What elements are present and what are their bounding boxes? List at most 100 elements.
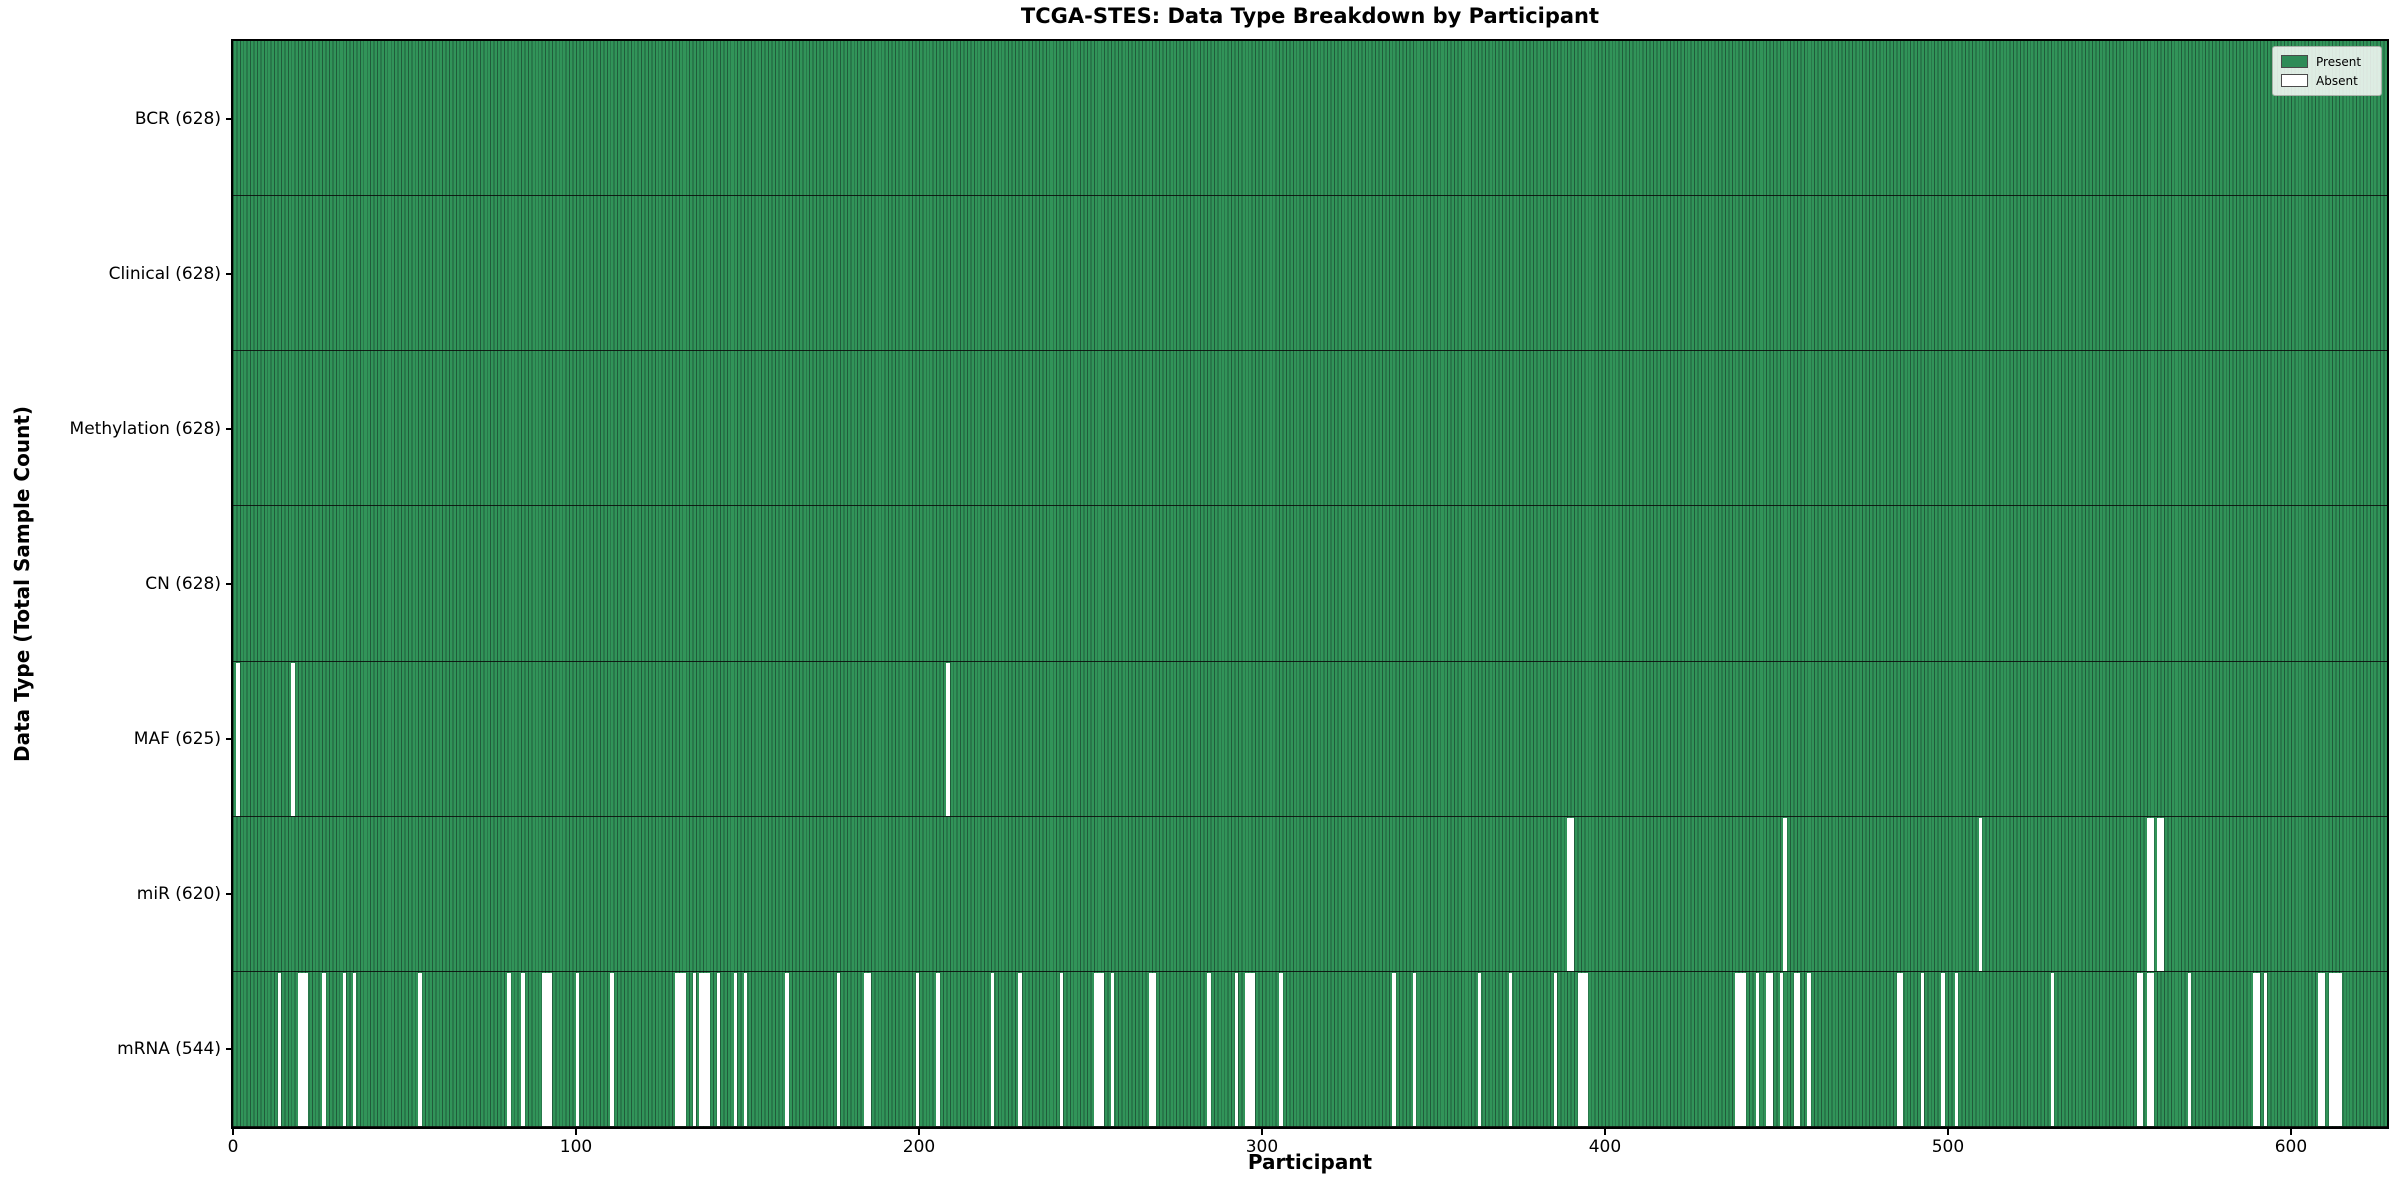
x-tick-label-0: 0 [227,1137,239,1157]
absent-swatch-icon [2281,74,2308,87]
absent-gap-maf-1 [236,662,240,816]
heatmap-row-mir [233,816,2387,972]
absent-gap-mrna-134 [692,972,697,1126]
legend-label-absent: Absent [2316,73,2358,88]
absent-gap-mir-558 [2146,817,2154,971]
heatmap-row-methylation [233,351,2387,507]
x-tick-mark-0 [232,1128,234,1135]
y-tick-mark-cn [226,583,233,585]
absent-gap-mrna-80 [507,972,511,1126]
absent-gap-mrna-129 [675,972,686,1126]
absent-gap-mrna-447 [1766,972,1774,1126]
absent-gap-mrna-241 [1059,972,1064,1126]
absent-gap-mrna-372 [1508,972,1513,1126]
heatmap-row-mrna [233,971,2387,1127]
x-axis-label: Participant [1247,1150,1373,1174]
x-tick-mark-100 [574,1128,577,1135]
heatmap-row-bcr [233,41,2387,197]
y-tick-label-cn: CN (628) [145,574,221,594]
absent-gap-mrna-502 [1954,972,1959,1126]
absent-gap-mrna-570 [2188,972,2192,1126]
heatmap-plot-area [233,41,2387,1127]
absent-gap-mir-509 [1978,817,1983,971]
absent-gap-mrna-284 [1207,972,1211,1126]
present-swatch-icon [2281,55,2308,68]
absent-gap-mrna-35 [353,972,357,1126]
absent-gap-mrna-555 [2136,972,2144,1126]
absent-gap-mrna-221 [991,972,995,1126]
absent-gap-mrna-530 [2050,972,2055,1126]
absent-gap-mrna-256 [1111,972,1115,1126]
absent-gap-mrna-385 [1553,972,1557,1126]
x-tick-mark-600 [2289,1128,2292,1135]
absent-gap-mrna-611 [2328,972,2343,1126]
absent-gap-mrna-84 [521,972,525,1126]
absent-gap-mir-452 [1783,817,1787,971]
absent-gap-mrna-205 [936,972,940,1126]
absent-gap-mrna-136 [699,972,710,1126]
absent-gap-mrna-485 [1896,972,1904,1126]
y-tick-mark-bcr [226,117,233,120]
x-tick-label-500: 500 [1931,1137,1965,1157]
legend-entry-present: Present [2281,52,2373,71]
absent-gap-mrna-110 [610,972,614,1126]
x-tick-label-600: 600 [2274,1137,2308,1157]
heatmap-row-clinical [233,196,2387,352]
heatmap-row-maf [233,661,2387,817]
y-tick-mark-maf [226,738,233,741]
absent-gap-mir-389 [1567,817,1575,971]
absent-gap-mrna-444 [1755,972,1760,1126]
absent-gap-mrna-363 [1478,972,1482,1126]
y-tick-label-mir: miR (620) [136,884,221,905]
absent-gap-mrna-438 [1735,972,1746,1126]
absent-gap-mrna-19 [298,972,309,1126]
absent-gap-mrna-608 [2318,972,2326,1126]
absent-gap-mrna-451 [1779,972,1784,1126]
legend: Present Absent [2272,46,2382,96]
absent-gap-mrna-392 [1577,972,1588,1126]
x-tick-mark-200 [917,1128,920,1135]
absent-gap-mrna-146 [733,972,738,1126]
x-tick-mark-300 [1260,1128,1263,1135]
x-tick-mark-500 [1946,1128,1949,1135]
absent-gap-mrna-161 [785,972,789,1126]
legend-label-present: Present [2316,54,2362,69]
x-tick-label-400: 400 [1588,1137,1622,1157]
absent-gap-mrna-498 [1941,972,1945,1126]
absent-gap-mrna-589 [2253,972,2261,1126]
x-tick-label-100: 100 [559,1137,593,1157]
y-tick-label-maf: MAF (625) [133,729,221,750]
x-tick-mark-400 [1603,1128,1606,1135]
absent-gap-mrna-558 [2146,972,2154,1126]
absent-gap-mrna-295 [1244,972,1256,1126]
absent-gap-mrna-338 [1392,972,1396,1126]
absent-gap-mrna-251 [1093,972,1105,1126]
y-tick-mark-mir [226,893,233,896]
absent-gap-mrna-176 [836,972,841,1126]
absent-gap-mrna-455 [1793,972,1801,1126]
absent-gap-mrna-149 [744,972,748,1126]
absent-gap-mrna-100 [575,972,580,1126]
absent-gap-maf-208 [946,662,950,816]
absent-gap-mrna-592 [2263,972,2267,1126]
y-tick-mark-methylation [226,427,233,430]
absent-gap-mrna-267 [1148,972,1156,1126]
y-tick-label-methylation: Methylation (628) [69,418,221,439]
absent-gap-mrna-32 [342,972,347,1126]
absent-gap-mrna-199 [915,972,919,1126]
absent-gap-mrna-141 [716,972,721,1126]
absent-gap-mrna-90 [541,972,552,1126]
absent-gap-mrna-459 [1807,972,1811,1126]
legend-entry-absent: Absent [2281,71,2373,90]
absent-gap-mrna-13 [277,972,281,1126]
absent-gap-mrna-54 [418,972,422,1126]
absent-gap-mrna-305 [1279,972,1283,1126]
y-tick-mark-mrna [226,1048,233,1051]
absent-gap-mrna-292 [1234,972,1238,1126]
absent-gap-mrna-344 [1412,972,1417,1126]
heatmap-row-cn [233,506,2387,662]
absent-gap-mrna-492 [1920,972,1924,1126]
x-tick-label-200: 200 [902,1137,936,1157]
absent-gap-mrna-184 [864,972,871,1126]
